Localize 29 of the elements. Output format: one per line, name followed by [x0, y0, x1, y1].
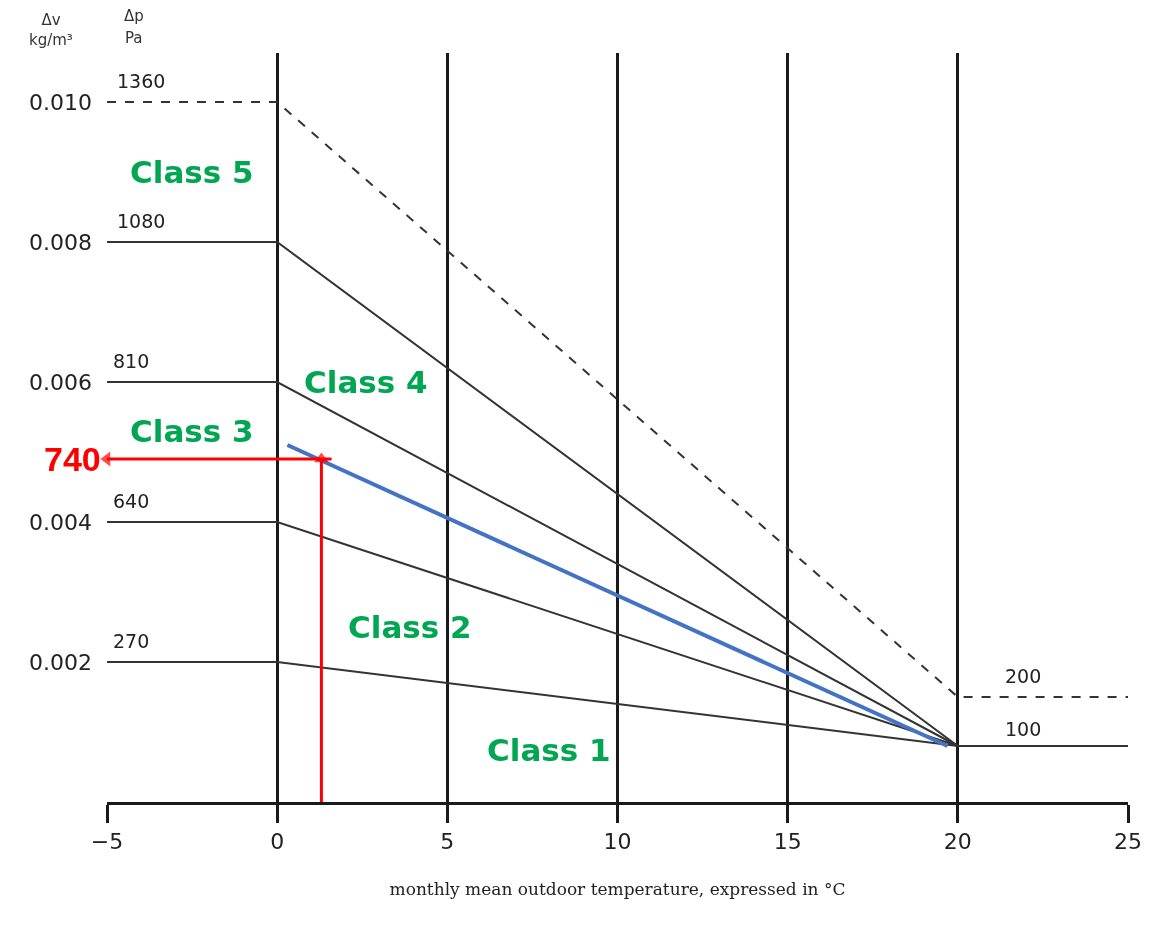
- x-tick-label: 15: [773, 829, 802, 855]
- y-axis-title: Δv kg/m³: [29, 11, 73, 49]
- annotation: Class 1: [487, 732, 611, 768]
- annotation: Class 4: [304, 364, 428, 400]
- text: 740: [44, 440, 101, 478]
- annotation: 200: [1005, 665, 1042, 687]
- x-tick-label: −5: [90, 829, 124, 855]
- text: Δp: [124, 7, 144, 25]
- y-tick-label: 0.004: [29, 509, 92, 535]
- annotation: 810: [113, 350, 150, 372]
- text: Pa: [125, 29, 143, 47]
- annotation: Class 3: [130, 413, 254, 449]
- x-tick-label: 20: [943, 829, 972, 855]
- y-tick-label: 0.010: [29, 89, 92, 115]
- annotation: Class 2: [348, 609, 472, 645]
- x-tick-label: 5: [440, 829, 455, 855]
- x-axis-title: monthly mean outdoor temperature, expressed in °C: [389, 878, 846, 899]
- annotation: 270: [113, 630, 150, 652]
- y-tick-label: 0.006: [29, 369, 92, 395]
- annotation: 100: [1005, 718, 1042, 740]
- annotation: 1360: [117, 70, 166, 92]
- annotation: 1080: [117, 210, 166, 232]
- x-tick-label: 25: [1114, 829, 1142, 855]
- y-tick-label: 0.002: [29, 649, 92, 675]
- x-tick-label: 0: [270, 829, 285, 855]
- annotation: 640: [113, 490, 150, 512]
- x-tick-label: 10: [603, 829, 632, 855]
- y-tick-label: 0.008: [29, 229, 92, 255]
- annotation: Class 5: [130, 154, 254, 190]
